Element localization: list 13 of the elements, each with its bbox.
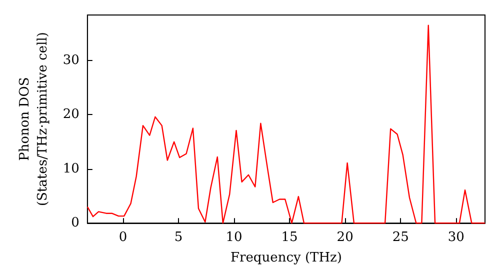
y-axis-title: Phonon DOS (States/THz·primitive cell) <box>18 32 50 206</box>
x-tick-label: 15 <box>281 230 298 246</box>
x-tick-label: 5 <box>174 230 183 246</box>
y-tick-label: 0 <box>71 216 80 231</box>
y-tick-label: 10 <box>62 161 80 176</box>
x-tick-label: 25 <box>392 230 409 246</box>
y-tick-label: 30 <box>62 53 80 68</box>
x-tick-label: 20 <box>336 230 354 246</box>
x-tick-label: 30 <box>448 230 464 246</box>
x-tick-label: 10 <box>226 230 242 246</box>
x-tick-label: 0 <box>118 230 128 246</box>
x-axis-title: Frequency (THz) <box>230 250 342 266</box>
y-tick-label: 20 <box>62 107 80 122</box>
